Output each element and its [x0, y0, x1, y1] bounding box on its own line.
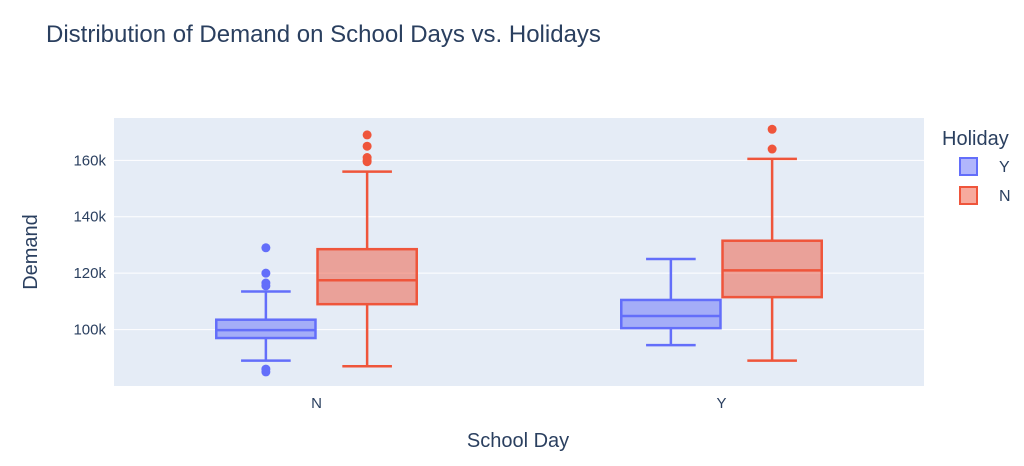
x-axis-title: School Day — [467, 430, 569, 452]
legend-item-N: N — [959, 186, 1011, 205]
legend-items: YN — [959, 157, 1011, 205]
legend-swatch — [959, 186, 978, 205]
legend-label: N — [999, 188, 1011, 205]
x-tick-label: N — [311, 395, 322, 412]
legend-swatch — [959, 157, 978, 176]
y-axis-title: Demand — [20, 214, 42, 290]
box-Y-Y — [620, 257, 722, 347]
iqr-box — [620, 298, 722, 330]
box-N-Y — [721, 124, 823, 362]
outlier-point — [261, 364, 271, 374]
iqr-box — [721, 239, 823, 299]
boxes — [215, 124, 823, 377]
legend-label: Y — [999, 159, 1010, 176]
outlier-point — [362, 130, 372, 140]
outlier-point — [261, 243, 271, 253]
outlier-point — [767, 144, 777, 154]
chart-title: Distribution of Demand on School Days vs… — [46, 21, 601, 48]
legend: Holiday YN — [942, 128, 1011, 205]
y-axis-ticks: 100k 120k 140k 160k — [73, 152, 106, 338]
legend-item-Y: Y — [959, 157, 1010, 176]
iqr-box — [215, 318, 317, 340]
legend-title: Holiday — [942, 128, 1009, 150]
box-N-N — [316, 130, 418, 368]
y-tick-label: 160k — [73, 152, 106, 169]
x-tick-label: Y — [716, 395, 726, 412]
outlier-point — [261, 278, 271, 288]
iqr-box — [316, 247, 418, 306]
y-tick-label: 120k — [73, 265, 106, 282]
outlier-point — [362, 152, 372, 162]
y-tick-label: 140k — [73, 209, 106, 226]
y-tick-label: 100k — [73, 322, 106, 339]
outlier-point — [767, 124, 777, 134]
outlier-point — [362, 141, 372, 151]
outlier-point — [261, 268, 271, 278]
box-Y-N — [215, 243, 317, 377]
